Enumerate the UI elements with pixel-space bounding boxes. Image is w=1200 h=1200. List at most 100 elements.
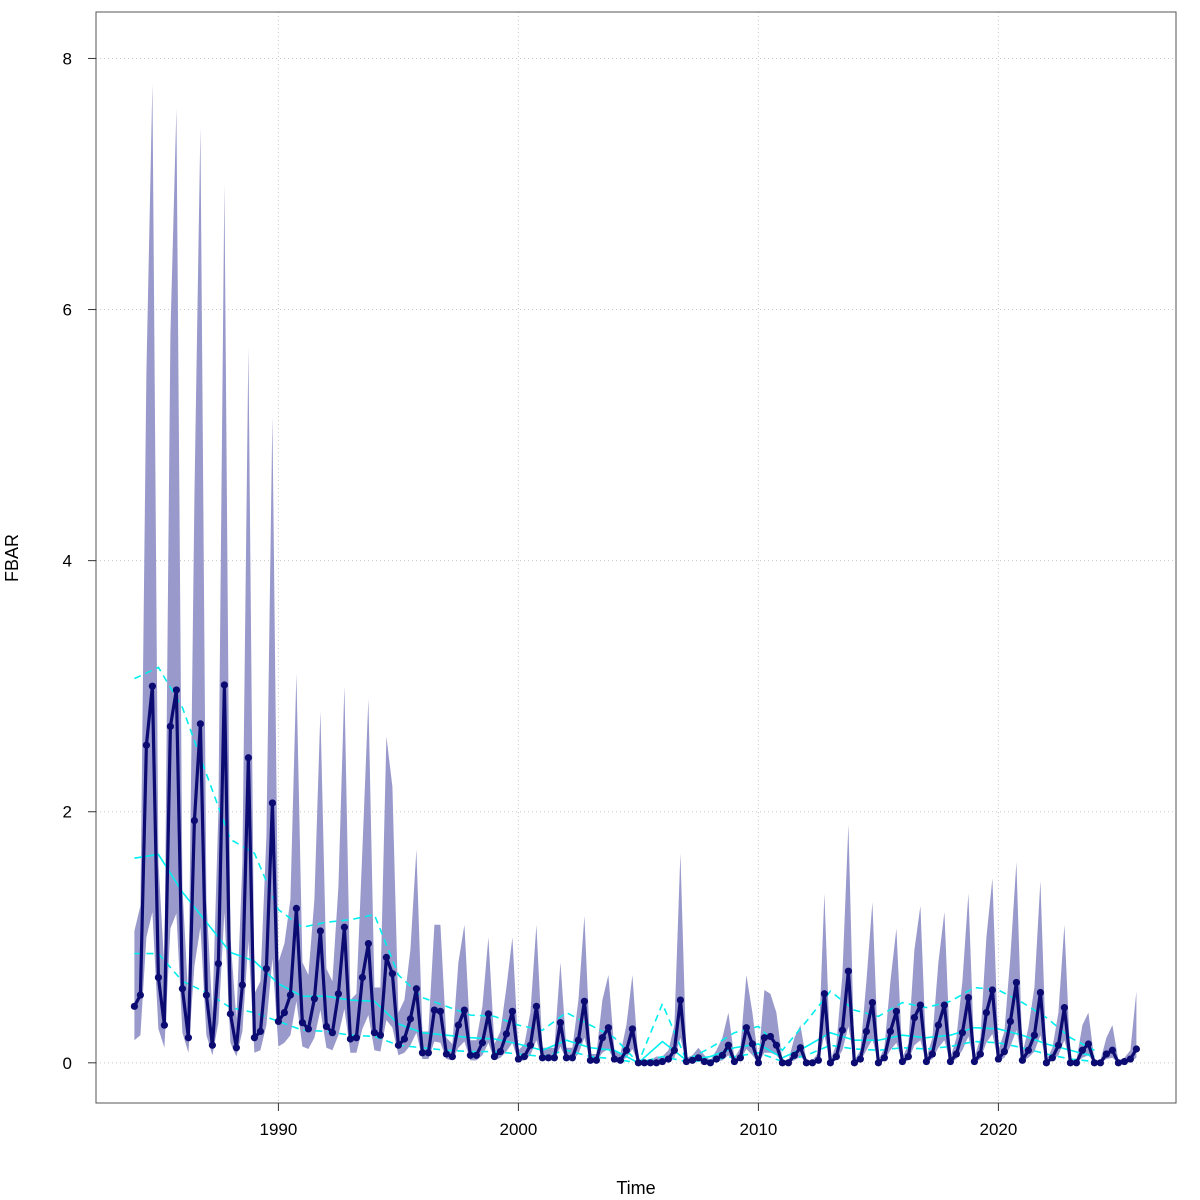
fbar-point [1114, 1059, 1122, 1067]
fbar-point [988, 986, 997, 994]
fbar-point [478, 1039, 486, 1047]
fbar-point [280, 1009, 288, 1017]
fbar-point [328, 1029, 336, 1037]
fbar-point [484, 1010, 492, 1018]
fbar-point [592, 1056, 601, 1064]
fbar-point [958, 1029, 967, 1037]
fbar-point [256, 1027, 264, 1036]
fbar-point [208, 1041, 216, 1049]
y-tick-label: 4 [63, 552, 72, 571]
fbar-point [850, 1059, 859, 1067]
fbar-point [874, 1059, 883, 1067]
uncertainty-band-area [134, 83, 1137, 1063]
fbar-point [1126, 1055, 1134, 1063]
fbar-series [130, 681, 1140, 1067]
fbar-point [496, 1047, 504, 1056]
fbar-point [538, 1054, 547, 1062]
fbar-point [334, 990, 342, 998]
fbar-point [1018, 1056, 1026, 1064]
fbar-point [346, 1035, 354, 1043]
fbar-point [934, 1021, 943, 1029]
fbar-point [664, 1055, 673, 1063]
fbar-point [1006, 1017, 1015, 1025]
fbar-point [742, 1024, 751, 1032]
fbar-point [910, 1014, 919, 1022]
fbar-point [598, 1034, 607, 1042]
x-tick-label: 2020 [979, 1120, 1017, 1139]
fbar-point [424, 1049, 432, 1057]
fbar-point [1024, 1046, 1032, 1054]
fbar-point [154, 973, 162, 982]
fbar-point [466, 1051, 474, 1059]
fbar-point [790, 1051, 799, 1059]
fbar-point [502, 1030, 510, 1038]
fbar-point [460, 1006, 468, 1014]
fbar-point [196, 720, 204, 728]
fbar-point [322, 1022, 330, 1031]
fbar-point [382, 953, 390, 961]
fbar-point [730, 1057, 739, 1066]
fbar-point [274, 1017, 282, 1025]
fbar-point [748, 1040, 757, 1048]
fbar-point [1030, 1031, 1038, 1039]
fbar-point [682, 1057, 691, 1066]
fbar-point [574, 1036, 583, 1044]
x-tick-label: 1990 [259, 1120, 297, 1139]
fbar-point [862, 1027, 871, 1036]
fbar-point [892, 1007, 901, 1015]
fbar-point [604, 1024, 613, 1032]
fbar-point [556, 1019, 565, 1027]
y-tick-label: 6 [63, 301, 72, 320]
fbar-point [190, 816, 198, 825]
fbar-point [442, 1050, 450, 1058]
fbar-point [796, 1044, 805, 1052]
fbar-point [292, 904, 300, 913]
uncertainty-band [134, 83, 1137, 1063]
x-axis-label: Time [616, 1178, 655, 1198]
fbar-point [904, 1052, 913, 1061]
fbar-point [268, 799, 276, 807]
y-tick-label: 2 [63, 803, 72, 822]
fbar-point [1078, 1046, 1086, 1054]
fbar-point [1102, 1050, 1110, 1058]
fbar-point [898, 1057, 907, 1066]
fbar-point [364, 939, 372, 948]
fbar-point [580, 997, 589, 1005]
fbar-point [1132, 1045, 1140, 1053]
fbar-point [1054, 1041, 1062, 1049]
fbar-point [1036, 988, 1044, 997]
fbar-line [132, 683, 1138, 1065]
fbar-point [706, 1059, 715, 1067]
fbar-point [184, 1034, 192, 1042]
fbar-point [148, 682, 156, 690]
fbar-point [778, 1059, 787, 1067]
fbar-point [718, 1051, 727, 1059]
fbar-point [628, 1025, 637, 1033]
fbar-point [946, 1057, 955, 1066]
x-tick-label: 2010 [739, 1120, 777, 1139]
fbar-point [856, 1055, 865, 1063]
fbar-point [568, 1054, 577, 1062]
fbar-point [250, 1034, 258, 1042]
fbar-point [418, 1049, 426, 1057]
fbar-point [1042, 1059, 1050, 1067]
fbar-point [994, 1055, 1003, 1063]
fbar-point [430, 1006, 438, 1014]
fbar-point [616, 1056, 625, 1064]
fbar-point [940, 1001, 949, 1009]
fbar-point [310, 995, 318, 1003]
fbar-point [544, 1054, 553, 1062]
x-tick-label: 2000 [499, 1120, 537, 1139]
fbar-point [490, 1052, 498, 1061]
fbar-point [226, 1010, 234, 1018]
fbar-point [688, 1056, 697, 1064]
fbar-point [658, 1057, 667, 1066]
fbar-point [802, 1059, 811, 1067]
fbar-point [610, 1055, 619, 1063]
fbar-point [826, 1059, 835, 1067]
fbar-point [142, 741, 150, 749]
fbar-point [772, 1041, 781, 1049]
fbar-point [1108, 1046, 1116, 1054]
fbar-point [964, 993, 973, 1002]
